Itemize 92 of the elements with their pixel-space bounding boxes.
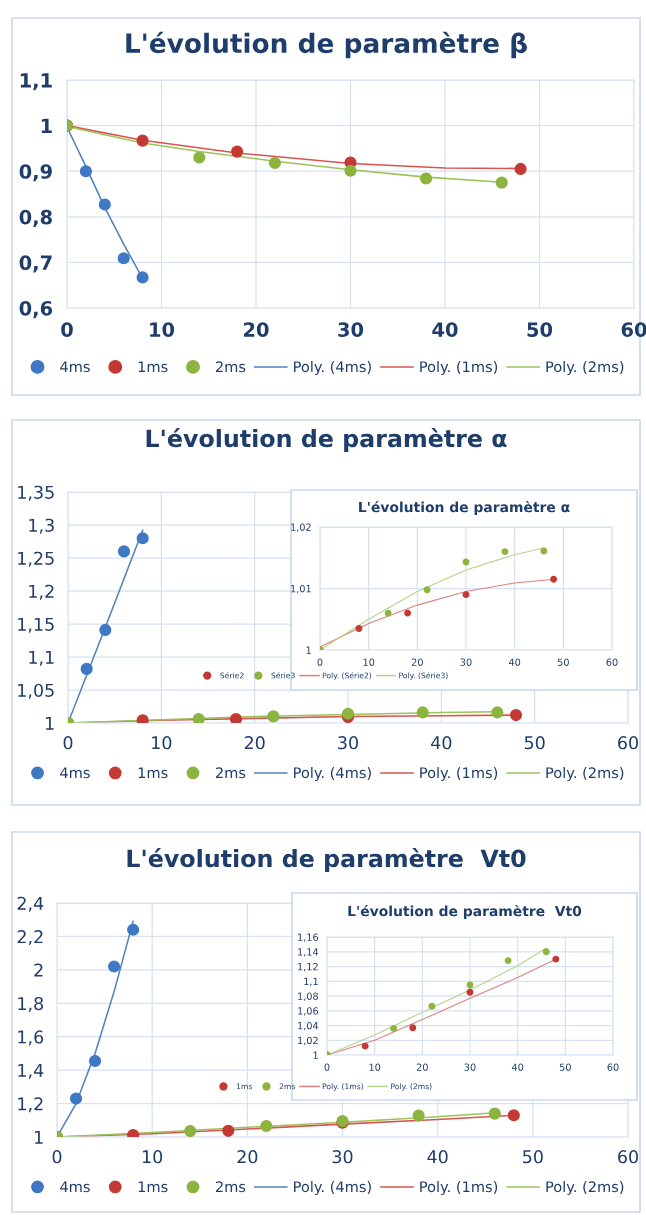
x-tick-label: 50: [527, 322, 553, 337]
x-tick-label: 0: [317, 658, 323, 666]
x-tick-label: 30: [338, 322, 364, 337]
y-tick-label: 1,16: [298, 933, 319, 942]
y-tick-label: 2,2: [17, 930, 43, 946]
legend-label: 4ms: [60, 1181, 90, 1193]
y-tick-label: 1,6: [18, 1030, 44, 1046]
x-tick-label: 40: [511, 1063, 524, 1071]
legend-label: Poly. (4ms): [294, 1180, 371, 1196]
x-tick-label: 20: [244, 322, 269, 337]
y-tick-label: 1,06: [298, 1007, 319, 1016]
x-tick-label: 20: [416, 1063, 428, 1071]
y-tick-label: 0,7: [19, 255, 52, 273]
legend-label: 4ms: [60, 361, 90, 373]
legend-label: Poly. (1ms): [420, 766, 498, 782]
legend-label: Poly. (2ms): [546, 360, 624, 376]
y-tick-label: 1,05: [18, 683, 54, 699]
y-tick-label: 1: [306, 646, 311, 654]
x-tick-label: 20: [237, 1150, 258, 1164]
legend-label: 4ms: [60, 767, 90, 779]
x-tick-label: 60: [621, 322, 646, 337]
x-tick-label: 30: [460, 658, 472, 666]
y-tick-label: 1,1: [29, 650, 54, 666]
legend-label: 2ms: [215, 361, 246, 373]
legend-label: Poly. (1ms): [420, 1180, 498, 1196]
y-tick-label: 1,25: [18, 551, 54, 567]
legend-label: Poly. (1ms): [420, 360, 498, 376]
y-tick-label: 1,02: [291, 523, 311, 532]
x-tick-label: 60: [618, 736, 638, 750]
y-tick-label: 1,35: [18, 485, 54, 501]
x-tick-label: 20: [244, 736, 265, 750]
legend-label: 2ms: [215, 767, 246, 779]
x-tick-label: 60: [607, 1063, 619, 1071]
y-tick-label: 1,4: [18, 1064, 44, 1079]
y-tick-label: 0,6: [19, 300, 53, 319]
y-tick-label: 1: [46, 716, 54, 730]
x-tick-label: 10: [369, 1063, 381, 1071]
y-tick-label: 1,1: [304, 977, 318, 987]
x-tick-label: 0: [63, 736, 73, 750]
x-tick-label: 30: [464, 1063, 476, 1071]
x-tick-label: 0: [324, 1063, 330, 1071]
legend-label: Poly. (2ms): [546, 766, 624, 782]
y-tick-label: 1: [313, 1051, 318, 1059]
y-tick-label: 1,15: [18, 617, 54, 633]
x-tick-label: 10: [142, 1150, 163, 1164]
legend-label: 1ms: [138, 767, 168, 779]
y-tick-label: 1,2: [29, 584, 54, 600]
y-tick-label: 0,9: [19, 164, 52, 182]
y-tick-label: 1,12: [298, 962, 318, 972]
x-tick-label: 20: [411, 658, 423, 666]
chart-title: L'évolution de paramètre α: [146, 428, 507, 452]
y-tick-label: 1,01: [291, 584, 311, 594]
chart-title: L'évolution de paramètre Vt0: [348, 905, 582, 919]
y-tick-label: 1: [41, 118, 52, 133]
x-tick-label: 60: [618, 1150, 638, 1164]
y-tick-label: 1,1: [20, 73, 52, 91]
x-tick-label: 60: [606, 658, 618, 666]
x-tick-label: 10: [152, 736, 172, 750]
x-tick-label: 40: [508, 658, 521, 666]
x-tick-label: 0: [52, 1150, 62, 1164]
chart-title: L'évolution de paramètre Vt0: [127, 848, 526, 872]
legend-label: 1ms: [138, 361, 168, 373]
y-tick-label: 0,8: [19, 209, 52, 227]
x-tick-label: 30: [338, 736, 358, 750]
y-tick-label: 2,4: [17, 896, 44, 912]
y-tick-label: 1,04: [298, 1021, 319, 1031]
legend-label: Poly. (4ms): [294, 360, 371, 376]
y-tick-label: 1,2: [18, 1097, 43, 1113]
y-tick-label: 1,02: [298, 1036, 318, 1046]
x-tick-label: 10: [150, 322, 175, 337]
y-tick-label: 1: [35, 1130, 43, 1144]
x-tick-label: 40: [431, 736, 452, 750]
y-tick-label: 1,08: [298, 992, 318, 1001]
chart-title: L'évolution de paramètre α: [359, 501, 570, 515]
legend-label: 2ms: [215, 1181, 246, 1193]
legend-label: Poly. (4ms): [294, 766, 371, 782]
x-tick-label: 40: [432, 322, 458, 337]
x-tick-label: 0: [61, 322, 73, 337]
x-tick-label: 40: [427, 1150, 448, 1164]
x-tick-label: 50: [523, 1150, 543, 1164]
y-tick-label: 1,8: [18, 996, 44, 1012]
y-tick-label: 2: [34, 963, 43, 977]
x-tick-label: 50: [524, 736, 545, 750]
legend-label: 1ms: [138, 1181, 168, 1193]
x-tick-label: 50: [557, 658, 569, 666]
x-tick-label: 30: [332, 1150, 353, 1164]
y-tick-label: 1,3: [29, 518, 54, 534]
legend-label: Poly. (2ms): [546, 1180, 624, 1196]
y-tick-label: 1,14: [298, 948, 319, 957]
x-tick-label: 50: [559, 1063, 571, 1071]
chart-title: L'évolution de paramètre β: [126, 31, 527, 59]
x-tick-label: 10: [363, 658, 375, 666]
